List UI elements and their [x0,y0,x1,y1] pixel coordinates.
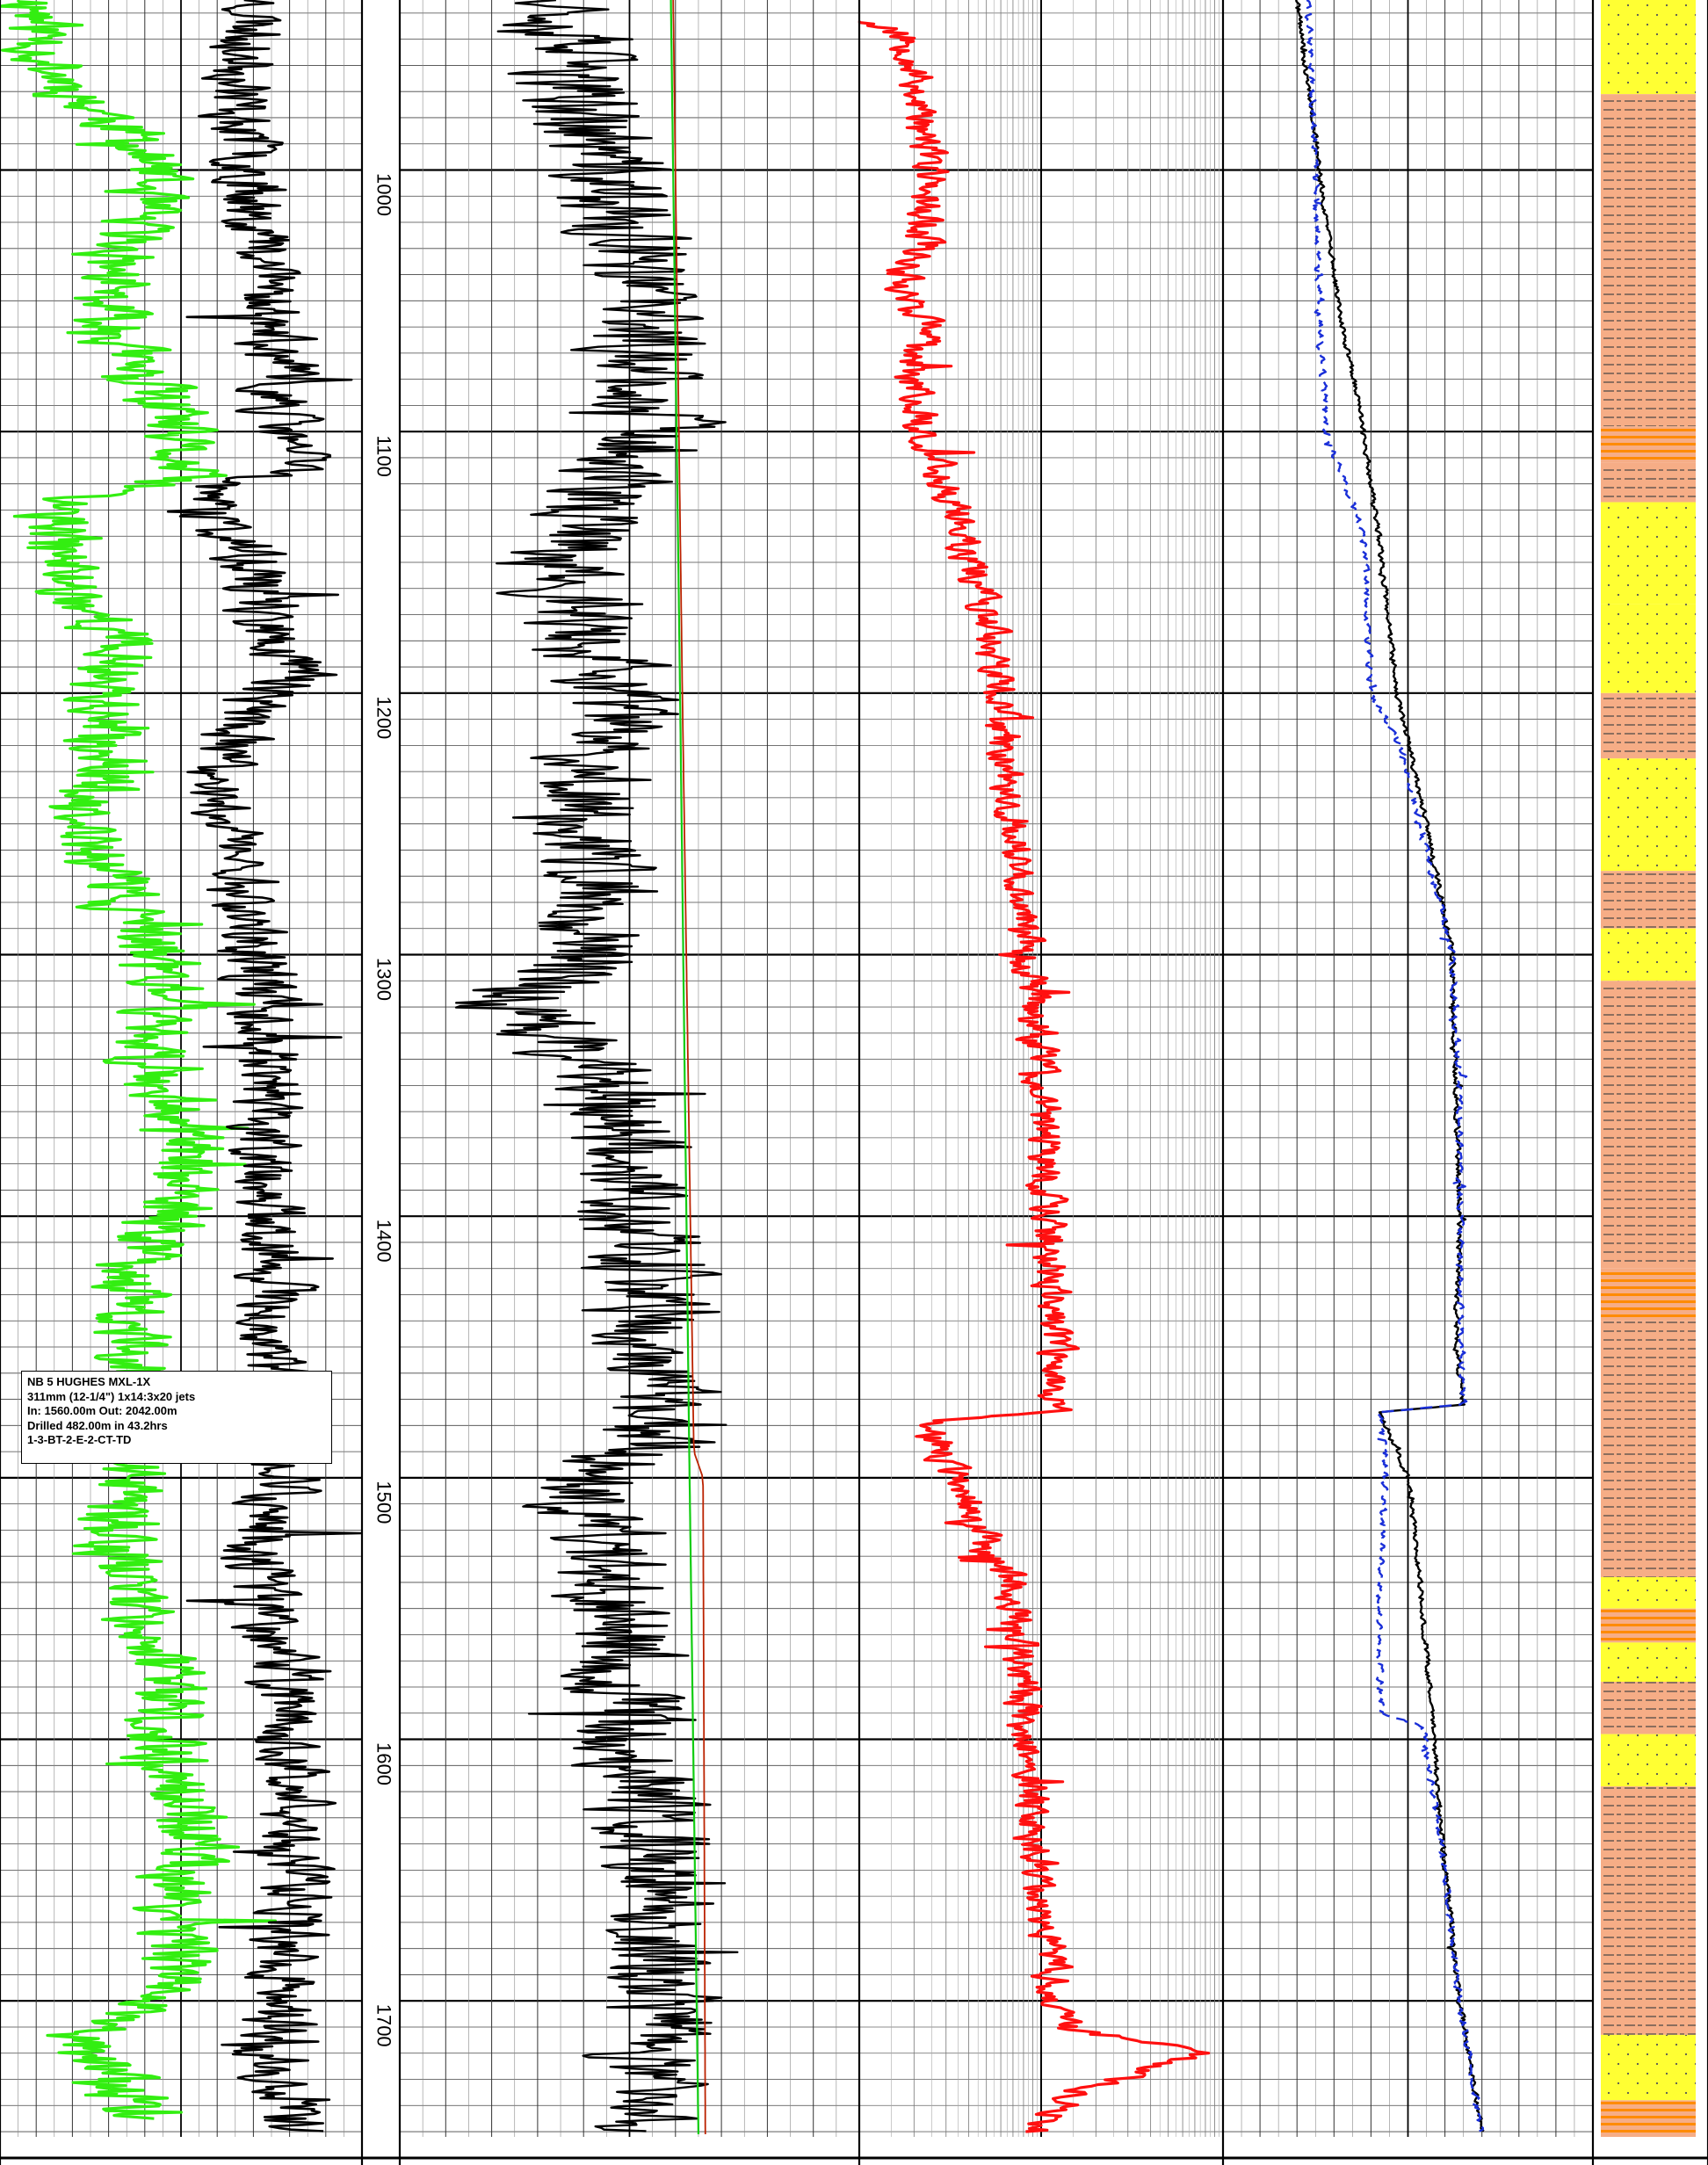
lithology-interval [1601,1786,1696,2035]
lithology-interval [1601,1321,1696,1577]
log-curves [0,0,1485,2135]
bit-run-annotation: NB 5 HUGHES MXL-1X 311mm (12-1/4") 1x14:… [21,1371,332,1464]
log-curve-track-2-3 [672,0,706,2135]
lithology-interval [1601,462,1696,503]
lithology-interval [1601,426,1696,463]
lithology-interval [1601,2034,1696,2101]
log-curve-track-3-1 [858,20,1211,2133]
log-curve-track-1-1 [0,0,277,2120]
lithology-interval [1601,1682,1696,1734]
lithology-interval [1601,1642,1696,1683]
bit-annotation-line: NB 5 HUGHES MXL-1X [27,1375,151,1388]
lithology-interval [1601,758,1696,872]
log-curve-track-4-1 [1294,0,1485,2132]
lithology-interval [1601,604,1696,693]
lithology-interval [1601,1734,1696,1787]
depth-tick-label: 1300 [373,958,395,1001]
depth-tick-label: 1400 [373,1220,395,1263]
lithology-interval [1601,1268,1696,1321]
depth-tick-label: 1100 [373,436,395,477]
lithology-interval [1601,928,1696,981]
depth-tick-label: 1600 [373,1742,395,1785]
bit-annotation-line: Drilled 482.00m in 43.2hrs [27,1418,168,1432]
bit-annotation-line: In: 1560.00m Out: 2042.00m [27,1404,177,1417]
lithology-interval [1601,502,1696,605]
lithology-interval [1601,1608,1696,1643]
bit-annotation-line: 1-3-BT-2-E-2-CT-TD [27,1433,132,1446]
log-curve-track-2-2 [669,0,699,2135]
lithology-interval [1601,94,1696,427]
bit-annotation-line: 311mm (12-1/4") 1x14:3x20 jets [27,1389,196,1403]
depth-tick-label: 1200 [373,696,395,739]
lithology-column [1601,0,1696,2137]
log-curve-track-1-2 [166,0,362,2132]
lithology-interval [1601,1576,1696,1609]
depth-tick-label: 1000 [373,173,395,216]
depth-labels: 1000 1100 1200 1300 1400 1500 1600 1700 [373,173,395,2047]
log-curve-track-2-1 [454,0,739,2132]
log-curve-track-4-2 [1304,0,1485,2132]
lithology-interval [1601,871,1696,929]
depth-tick-label: 1700 [373,2004,395,2047]
lithology-interval [1601,981,1696,1269]
lithology-interval [1601,732,1696,759]
grid [0,0,1593,2137]
lithology-interval [1601,2100,1696,2137]
lithology-interval [1601,692,1696,733]
depth-tick-label: 1500 [373,1481,395,1524]
lithology-interval [1601,0,1696,95]
